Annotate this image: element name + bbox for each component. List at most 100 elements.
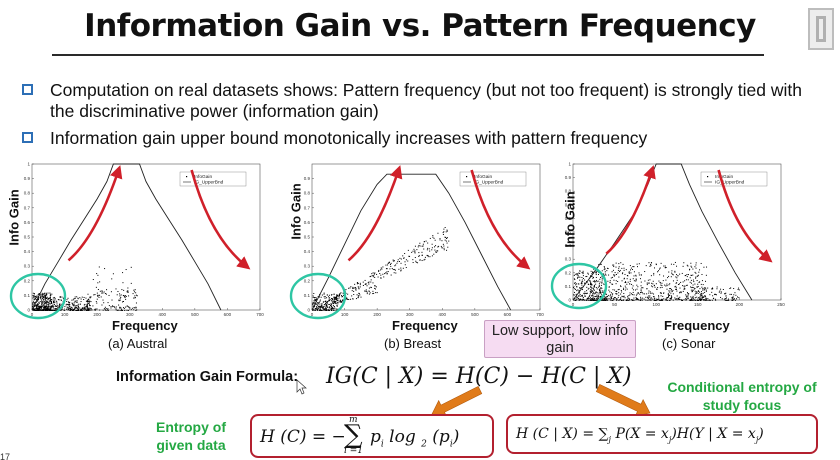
scatter-point	[692, 290, 694, 292]
scatter-point	[670, 292, 672, 294]
scatter-point	[646, 293, 648, 295]
scatter-point	[96, 298, 98, 300]
scatter-point	[695, 264, 697, 266]
scatter-point	[600, 284, 602, 286]
scatter-point	[692, 295, 694, 297]
scatter-point	[324, 300, 326, 302]
scatter-point	[41, 292, 43, 294]
scatter-point	[586, 290, 588, 292]
scatter-point	[671, 270, 673, 272]
scatter-point	[577, 289, 579, 291]
scatter-point	[629, 278, 631, 280]
scatter-point	[618, 292, 620, 294]
scatter-point	[738, 289, 740, 291]
scatter-point	[602, 299, 604, 301]
scatter-point	[51, 302, 53, 304]
scatter-point	[661, 286, 663, 288]
scatter-point	[576, 290, 578, 292]
scatter-point	[32, 302, 34, 304]
scatter-point	[648, 290, 650, 292]
scatter-point	[576, 277, 578, 279]
scatter-point	[711, 288, 713, 290]
scatter-point	[633, 271, 635, 273]
scatter-point	[106, 308, 108, 310]
scatter-point	[677, 297, 679, 299]
scatter-point	[702, 288, 704, 290]
scatter-point	[352, 288, 354, 290]
scatter-point	[377, 276, 379, 278]
scatter-point	[698, 299, 700, 301]
scatter-point	[702, 296, 704, 298]
scatter-point	[601, 299, 603, 301]
scatter-point	[52, 309, 54, 311]
scatter-point	[47, 301, 49, 303]
scatter-point	[389, 268, 391, 270]
chart-c: 0 50 100 150 200 25000.10.20.30.40.50.60.70.8…	[550, 162, 785, 310]
scatter-point	[320, 309, 322, 311]
scatter-point	[69, 304, 71, 306]
scatter-point	[623, 296, 625, 298]
scatter-point	[400, 262, 402, 264]
scatter-point	[328, 298, 330, 300]
scatter-point	[76, 296, 78, 298]
scatter-point	[732, 299, 734, 301]
scatter-point	[692, 274, 694, 276]
scatter-point	[354, 286, 356, 288]
scatter-point	[328, 300, 330, 302]
scatter-point	[344, 292, 346, 294]
scatter-point	[326, 305, 328, 307]
scatter-point	[713, 297, 715, 299]
scatter-point	[372, 276, 374, 278]
scatter-point	[598, 272, 600, 274]
scatter-point	[590, 299, 592, 301]
scatter-point	[660, 298, 662, 300]
scatter-point	[596, 299, 598, 301]
scatter-point	[64, 306, 66, 308]
scatter-point	[323, 301, 325, 303]
scatter-point	[318, 309, 320, 311]
scatter-point	[313, 301, 315, 303]
scatter-point	[423, 241, 425, 243]
scatter-point	[86, 307, 88, 309]
scatter-point	[116, 294, 118, 296]
scatter-point	[705, 299, 707, 301]
x-tick-label: 100	[61, 312, 69, 317]
scatter-point	[681, 299, 683, 301]
scatter-point	[43, 309, 45, 311]
scatter-point	[626, 299, 628, 301]
scatter-point	[687, 265, 689, 267]
scatter-point	[691, 298, 693, 300]
scatter-point	[599, 281, 601, 283]
scatter-point	[603, 298, 605, 300]
y-tick-label: 0.2	[24, 278, 31, 283]
scatter-point	[587, 297, 589, 299]
scatter-point	[664, 267, 666, 269]
scatter-point	[34, 309, 36, 311]
scatter-point	[334, 296, 336, 298]
scatter-point	[726, 299, 728, 301]
scatter-point	[75, 306, 77, 308]
scatter-point	[365, 283, 367, 285]
scatter-point	[56, 305, 58, 307]
scatter-point	[36, 299, 38, 301]
scatter-point	[661, 282, 663, 284]
scatter-point	[574, 298, 576, 300]
scatter-point	[43, 301, 45, 303]
scatter-point	[631, 269, 633, 271]
scatter-point	[323, 293, 325, 295]
scatter-point	[72, 299, 74, 301]
scatter-point	[42, 309, 44, 311]
scatter-point	[676, 299, 678, 301]
scatter-point	[46, 309, 48, 311]
scatter-point	[612, 293, 614, 295]
scatter-point	[58, 307, 60, 309]
scatter-point	[701, 280, 703, 282]
scatter-point	[314, 309, 316, 311]
scatter-point	[437, 250, 439, 252]
scatter-point	[733, 288, 735, 290]
scatter-point	[335, 302, 337, 304]
scatter-point	[678, 283, 680, 285]
scatter-point	[574, 282, 576, 284]
scatter-point	[87, 301, 89, 303]
scatter-point	[50, 308, 52, 310]
